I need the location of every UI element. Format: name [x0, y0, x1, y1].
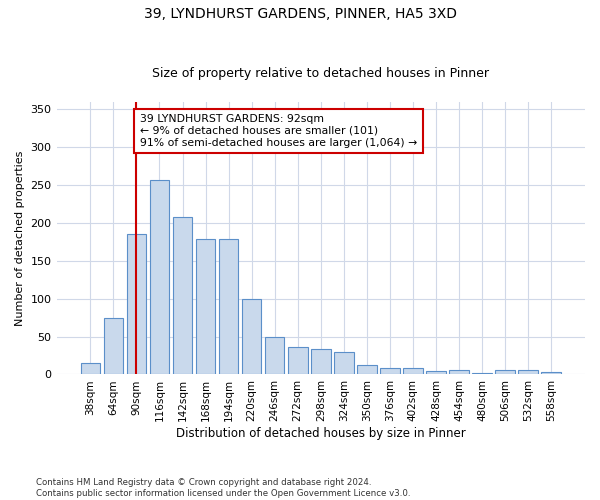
X-axis label: Distribution of detached houses by size in Pinner: Distribution of detached houses by size … [176, 427, 466, 440]
Bar [541, 372, 561, 374]
Bar [380, 368, 400, 374]
Bar [149, 180, 169, 374]
Bar [196, 240, 215, 374]
Bar [334, 352, 353, 374]
Bar [357, 366, 377, 374]
Y-axis label: Number of detached properties: Number of detached properties [15, 150, 25, 326]
Bar [127, 234, 146, 374]
Title: Size of property relative to detached houses in Pinner: Size of property relative to detached ho… [152, 66, 489, 80]
Bar [288, 347, 308, 374]
Bar [496, 370, 515, 374]
Bar [265, 336, 284, 374]
Bar [311, 350, 331, 374]
Text: Contains HM Land Registry data © Crown copyright and database right 2024.
Contai: Contains HM Land Registry data © Crown c… [36, 478, 410, 498]
Bar [449, 370, 469, 374]
Bar [104, 318, 123, 374]
Bar [242, 298, 262, 374]
Text: 39 LYNDHURST GARDENS: 92sqm
← 9% of detached houses are smaller (101)
91% of sem: 39 LYNDHURST GARDENS: 92sqm ← 9% of deta… [140, 114, 417, 148]
Bar [403, 368, 423, 374]
Bar [518, 370, 538, 374]
Bar [80, 363, 100, 374]
Bar [219, 240, 238, 374]
Bar [472, 373, 492, 374]
Bar [426, 370, 446, 374]
Text: 39, LYNDHURST GARDENS, PINNER, HA5 3XD: 39, LYNDHURST GARDENS, PINNER, HA5 3XD [143, 8, 457, 22]
Bar [173, 216, 193, 374]
